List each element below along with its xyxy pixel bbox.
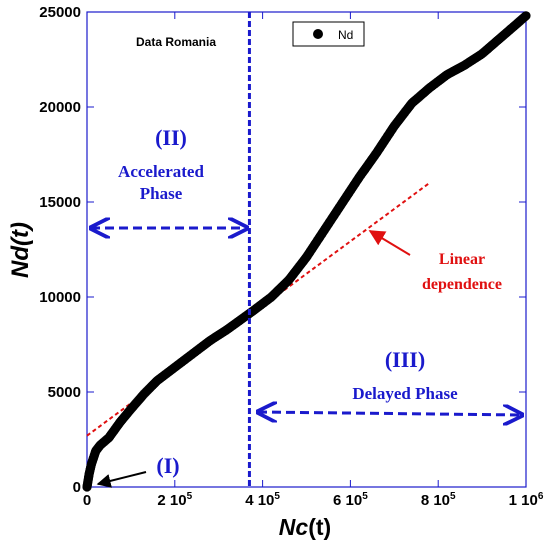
x-tick-labels: 0 2 105 4 105 6 105 8 105 1 106 — [83, 491, 544, 509]
y-tick-label: 25000 — [39, 4, 81, 21]
x-tick-label: 4 105 — [245, 491, 280, 509]
series-nd — [82, 11, 531, 492]
phase2-name-line1: Accelerated — [118, 162, 204, 181]
y-tick-label: 15000 — [39, 194, 81, 211]
y-axis-title: Nd(t) — [7, 222, 34, 278]
phase3-name: Delayed Phase — [352, 384, 458, 403]
phase1-arrow — [96, 471, 147, 488]
phase2-label: (II) — [155, 125, 187, 150]
y-tick-label: 0 — [73, 479, 81, 496]
x-tick-label: 8 105 — [421, 491, 456, 509]
legend: Nd — [292, 21, 365, 47]
y-tick-labels: 0 5000 10000 15000 20000 25000 — [39, 4, 81, 496]
x-axis-title: Nc(t) — [279, 514, 331, 540]
y-tick-label: 5000 — [48, 384, 81, 401]
legend-marker — [313, 29, 323, 39]
x-tick-label: 6 105 — [333, 491, 368, 509]
data-source-label: Data Romania — [136, 35, 216, 49]
x-tick-label: 1 106 — [509, 491, 544, 509]
x-tick-label: 2 105 — [157, 491, 192, 509]
y-tick-label: 20000 — [39, 99, 81, 116]
phase1-label: (I) — [156, 453, 179, 478]
linear-label-line2: dependence — [422, 276, 502, 293]
y-tick-label: 10000 — [39, 289, 81, 306]
linear-label-line1: Linear — [439, 251, 485, 268]
phase2-name-line2: Phase — [140, 184, 183, 203]
data-point — [521, 11, 531, 21]
x-tick-label: 0 — [83, 492, 91, 509]
phase3-arrow — [258, 412, 522, 415]
legend-label: Nd — [338, 28, 353, 42]
phase3-label: (III) — [385, 347, 425, 372]
linear-arrow — [368, 230, 411, 256]
